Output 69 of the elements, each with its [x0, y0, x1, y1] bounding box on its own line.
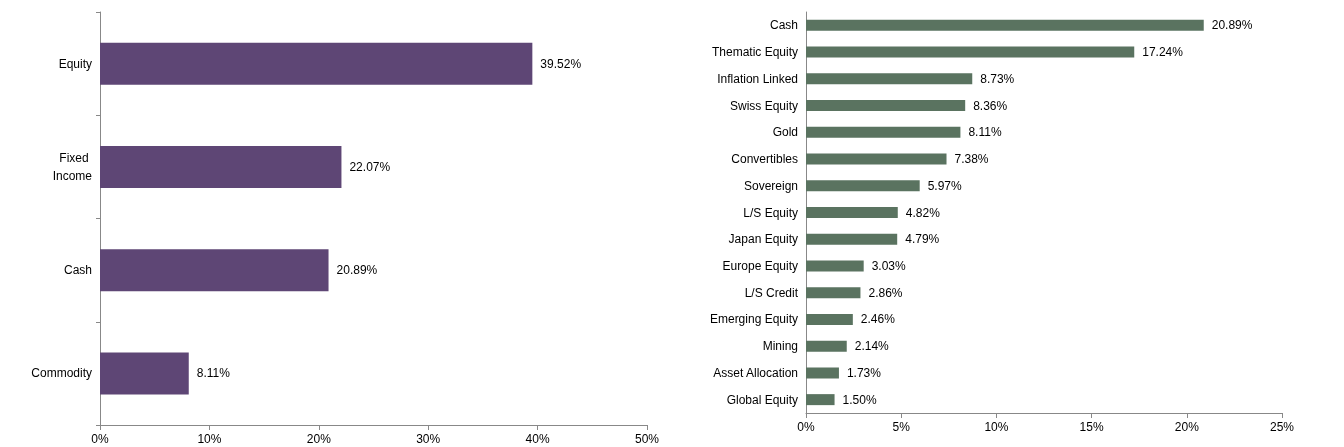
y-tick-label: Global Equity	[726, 392, 798, 407]
y-tick-label: Sovereign	[743, 178, 798, 193]
data-label: 2.14%	[854, 339, 890, 354]
x-tick-label: 15%	[1079, 420, 1104, 434]
data-label: 1.73%	[846, 365, 882, 380]
y-tick-label: Convertibles	[731, 152, 798, 167]
data-label: 20.89%	[1211, 18, 1253, 33]
data-label: 3.03%	[871, 258, 907, 273]
data-label: 1.50%	[842, 392, 877, 407]
y-tick-label: Cash	[769, 18, 798, 33]
x-tick-label: 30%	[416, 432, 441, 446]
bar	[806, 126, 961, 138]
data-label: 8.36%	[973, 98, 1008, 113]
bar	[100, 145, 342, 188]
bar	[806, 233, 898, 245]
y-tick-label: Gold	[772, 125, 798, 140]
bar	[100, 42, 533, 85]
bar	[806, 207, 898, 218]
y-tick-label: Mining	[762, 339, 798, 354]
bar	[806, 180, 920, 192]
data-label: 39.52%	[540, 56, 582, 71]
x-tick-label: 25%	[1269, 420, 1295, 434]
bar	[806, 340, 847, 352]
x-tick-label: 0%	[91, 432, 109, 446]
y-tick-label: Cash	[63, 263, 92, 278]
data-label: 7.38%	[954, 152, 989, 167]
y-tick-label: L/S Credit	[744, 285, 799, 300]
y-tick-label: Emerging Equity	[709, 312, 798, 327]
data-label: 8.73%	[980, 71, 1015, 86]
x-tick-label: 0%	[797, 420, 815, 434]
y-tick-label: Fixed Income	[52, 150, 93, 183]
data-label: 2.86%	[868, 285, 903, 300]
x-tick-label: 40%	[525, 432, 550, 446]
y-tick-label: Japan Equity	[728, 232, 798, 247]
y-tick-label: Equity	[58, 56, 92, 71]
bar	[806, 313, 853, 325]
x-tick-label: 20%	[1174, 420, 1200, 434]
y-tick-label: Asset Allocation	[713, 365, 798, 380]
bar	[806, 46, 1135, 58]
data-label: 2.46%	[860, 312, 896, 327]
y-tick-label: Swiss Equity	[729, 98, 798, 113]
x-tick-label: 10%	[197, 432, 222, 446]
bar	[806, 260, 864, 272]
bar	[806, 394, 835, 406]
y-tick-label: Inflation Linked	[717, 71, 798, 86]
data-label: 5.97%	[927, 178, 963, 193]
data-label: 8.11%	[196, 366, 231, 381]
x-tick-label: 5%	[892, 420, 911, 434]
y-tick-label: Europe Equity	[722, 258, 798, 273]
x-tick-label: 50%	[634, 432, 660, 446]
data-label: 17.24%	[1142, 45, 1184, 60]
data-label: 4.79%	[905, 232, 940, 247]
bar	[806, 100, 966, 112]
bar	[806, 367, 839, 379]
bar	[806, 19, 1204, 31]
data-label: 8.11%	[968, 125, 1002, 140]
y-tick-label: Commodity	[31, 366, 92, 381]
bar	[806, 287, 861, 299]
bar	[100, 352, 189, 395]
x-tick-label: 10%	[984, 420, 1009, 434]
data-label: 4.82%	[905, 205, 941, 220]
data-label: 22.07%	[349, 159, 391, 174]
y-tick-label: L/S Equity	[743, 205, 798, 220]
data-label: 20.89%	[336, 263, 378, 278]
bar	[100, 249, 329, 292]
bar	[806, 153, 947, 165]
x-tick-label: 20%	[306, 432, 332, 446]
y-tick-label: Thematic Equity	[711, 45, 798, 60]
bar	[806, 73, 973, 85]
